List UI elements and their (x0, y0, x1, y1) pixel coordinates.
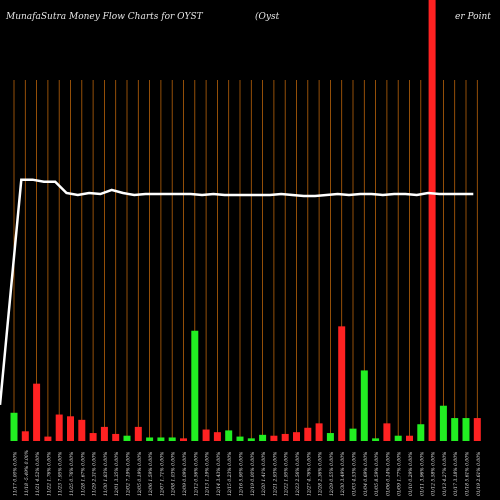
volume-bar (21, 431, 29, 441)
date-label: 01/09 1.77% 0.00% (397, 452, 403, 496)
date-label: 01/13 4.27% 0.00% (442, 452, 448, 496)
date-label: 01/19 2.61% 0.00% (476, 452, 482, 496)
volume-bar (281, 433, 289, 441)
date-label: 11/25 0.76% 0.00% (69, 452, 75, 496)
date-label: 12/06 1.59% 0.00% (148, 452, 154, 496)
date-label: 12/28 2.36% 0.00% (318, 452, 324, 496)
volume-bar (67, 416, 74, 441)
date-label: 12/22 1.95% 0.00% (284, 452, 290, 496)
date-label: 12/13 1.19% 0.00% (205, 452, 211, 496)
grid-lines (13, 80, 478, 441)
volume-bar (33, 383, 41, 441)
volume-bar (259, 434, 267, 441)
date-label: 11/23 7.95% 0.00% (58, 452, 64, 496)
date-label: 01/03 4.53% 0.00% (352, 452, 358, 496)
date-label: 11/29 2.31% 0.00% (92, 452, 98, 496)
volume-bar (406, 435, 413, 441)
volume-bar (326, 433, 334, 441)
volume-bar (89, 433, 97, 441)
date-label: 12/20 1.41% 0.00% (261, 452, 267, 496)
company-name-left: (Oyst (255, 12, 280, 22)
volume-bar (55, 414, 63, 441)
date-label: 11/22 1.76% 0.00% (46, 452, 52, 496)
volume-bar (168, 437, 176, 441)
volume-bar (10, 412, 18, 441)
volume-bar (451, 418, 459, 441)
date-label: 12/30 3.49% 0.00% (340, 452, 346, 496)
volume-bar (78, 419, 86, 441)
volume-bar (473, 418, 481, 441)
volume-bar (349, 428, 357, 441)
date-label: 11/18 -5.49% 0.00% (24, 450, 30, 496)
date-label: 01/04 0.69% 0.00% (363, 452, 369, 496)
date-label: 12/12 0.56% 0.00% (193, 452, 199, 496)
date-label: 11/21 4.52% 0.00% (35, 452, 41, 496)
date-label: 12/15 0.23% 0.00% (227, 452, 233, 496)
date-label: 12/19 0.00% 0.00% (250, 452, 256, 496)
date-label: 01/05 8.59% 0.00% (374, 452, 380, 496)
volume-bar (360, 370, 368, 441)
date-label: 12/08 1.03% 0.00% (171, 452, 177, 496)
date-label: 01/12 5.58% 0.00% (431, 452, 437, 496)
date-label: 12/16 5.90% 0.00% (239, 452, 245, 496)
volume-bars (10, 0, 481, 441)
volume-bar (270, 435, 278, 441)
date-label: 12/21 2.93% 0.00% (272, 452, 278, 496)
date-label: 12/23 2.56% 0.00% (295, 452, 301, 496)
date-label: 01/18 5.61% 0.00% (465, 452, 471, 496)
volume-bar (428, 0, 436, 441)
date-label: 12/09 0.09% 0.00% (182, 452, 188, 496)
volume-bar (202, 429, 210, 441)
volume-bar (293, 432, 300, 441)
volume-bar (146, 437, 154, 441)
volume-bar (462, 418, 470, 441)
date-labels: 11/17 0.00% 0.00% 11/18 -5.49% 0.00% 11/21… (13, 450, 482, 496)
date-label: 01/11 3.96% 0.00% (419, 452, 425, 496)
volume-bar (315, 423, 323, 441)
volume-bar (338, 326, 346, 441)
date-label: 12/01 3.35% 0.00% (114, 452, 120, 496)
date-label: 01/06 0.14% 0.00% (385, 452, 391, 496)
company-name-right: er Point (455, 12, 491, 22)
volume-bar (383, 423, 391, 441)
volume-bar (213, 432, 221, 441)
volume-bar (372, 438, 380, 441)
date-label: 12/05 0.19% 0.00% (137, 452, 143, 496)
volume-bar (394, 435, 402, 441)
volume-bar (225, 430, 233, 441)
volume-bar (180, 438, 187, 441)
volume-bar (44, 436, 52, 441)
date-label: 12/14 3.43% 0.00% (216, 452, 222, 496)
date-label: 11/30 1.83% 0.00% (103, 452, 109, 496)
volume-bar (304, 427, 312, 441)
date-label: 11/28 1.67% 0.00% (80, 452, 86, 496)
date-label: 12/02 7.19% 0.00% (126, 452, 132, 496)
date-label: 01/17 3.18% 0.00% (453, 452, 459, 496)
date-label: 12/29 0.55% 0.00% (329, 452, 335, 496)
date-label: 12/27 4.76% 0.00% (306, 452, 312, 496)
volume-bar (191, 330, 199, 441)
date-label: 11/17 0.00% 0.00% (13, 452, 19, 496)
volume-bar (439, 405, 447, 441)
volume-bar (134, 426, 142, 441)
volume-bar (100, 426, 108, 441)
date-label: 12/07 1.71% 0.00% (159, 452, 165, 496)
volume-bar (123, 435, 131, 441)
volume-bar (157, 437, 165, 441)
volume-bar (417, 424, 425, 441)
volume-bar (247, 438, 255, 441)
money-flow-line (0, 178, 474, 406)
volume-bar (112, 433, 120, 441)
volume-bar (236, 436, 244, 441)
chart-title: MunafaSutra Money Flow Charts for OYST (6, 12, 203, 22)
date-label: 01/10 0.29% 0.00% (408, 452, 414, 496)
